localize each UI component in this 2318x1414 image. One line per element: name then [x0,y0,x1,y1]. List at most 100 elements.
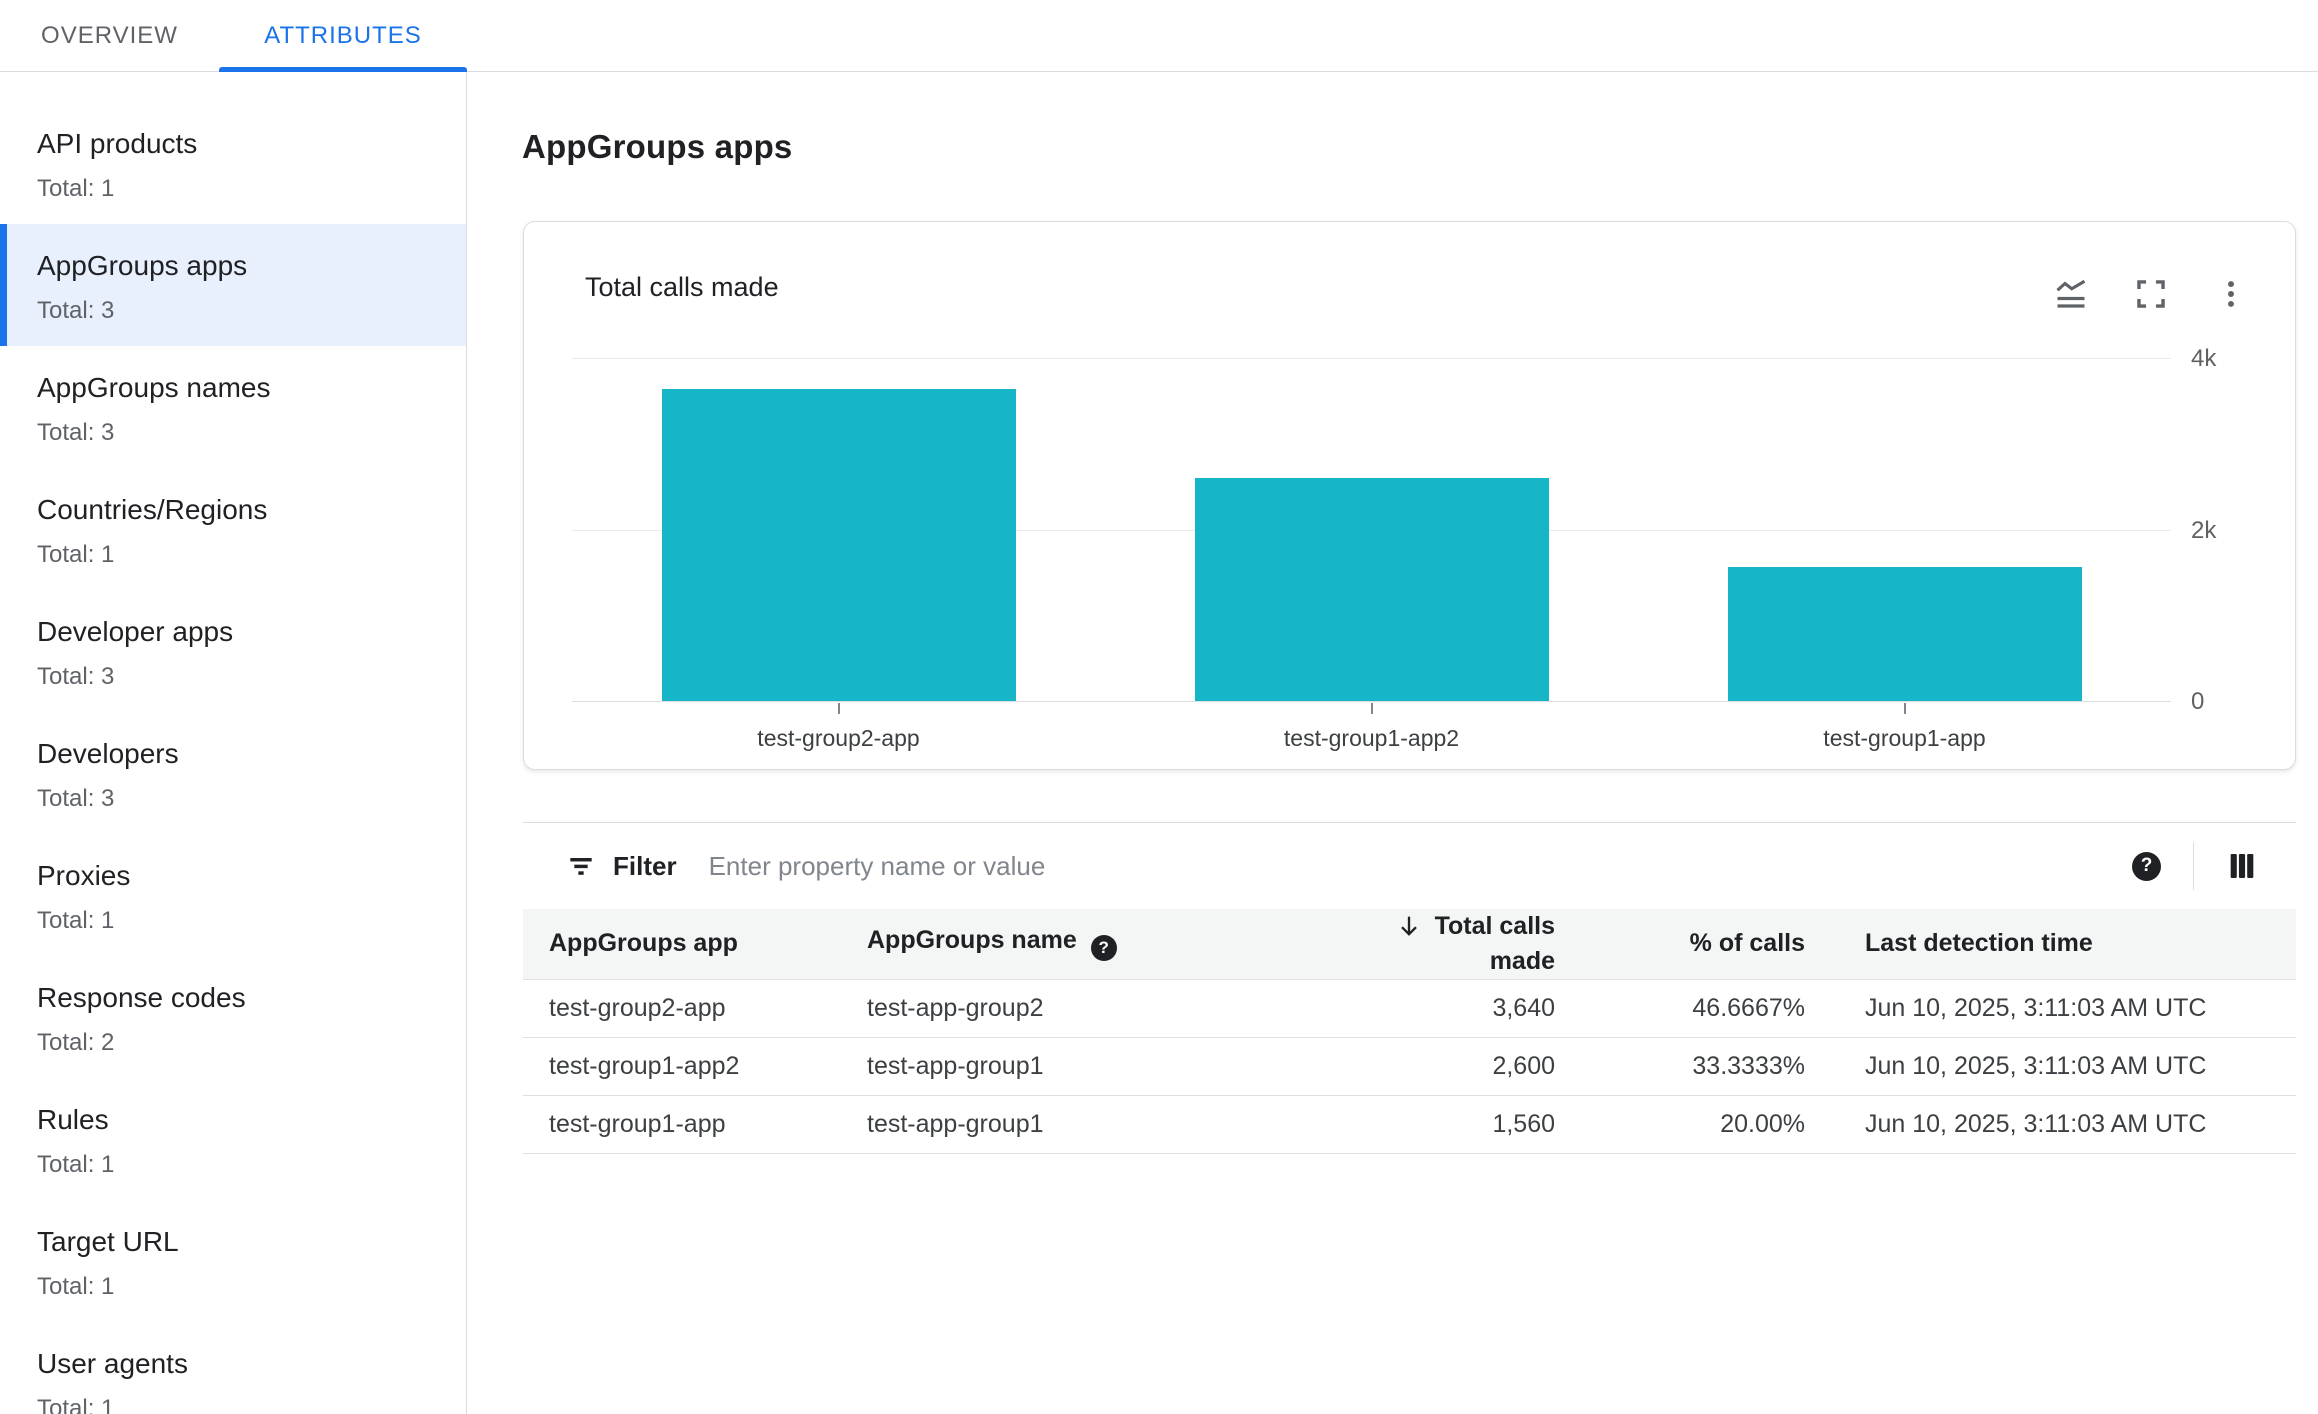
sidebar-item-rules[interactable]: Rules Total: 1 [0,1078,466,1200]
sidebar-item-total: Total: 1 [37,1273,115,1300]
tab-attributes[interactable]: ATTRIBUTES [219,0,467,72]
sidebar-item-proxies[interactable]: Proxies Total: 1 [0,834,466,956]
column-help-icon[interactable]: ? [1090,935,1117,962]
filter-list-icon [570,858,592,875]
col-header-appgroups-app[interactable]: AppGroups app [523,909,867,980]
sidebar-item-countries-regions[interactable]: Countries/Regions Total: 1 [0,468,466,590]
cell-pct: 20.00% [1555,1095,1805,1154]
x-tick [837,703,840,714]
attributes-table-section: Filter ? AppGroups app AppGroups name? [523,822,2296,1154]
sidebar-item-total: Total: 3 [37,785,115,812]
page-title: AppGroups apps [522,128,793,165]
cell-name: test-app-group1 [867,1037,1327,1096]
sidebar-item-label: Response codes [37,982,246,1013]
cell-calls: 1,560 [1327,1095,1555,1154]
x-tick [1370,703,1373,714]
table-row[interactable]: test-group1-app test-app-group1 1,560 20… [523,1095,2296,1154]
bar-slot: test-group1-app2 [1105,358,1638,751]
cell-last: Jun 10, 2025, 3:11:03 AM UTC [1805,979,2296,1038]
bar-slot: test-group2-app [572,358,1105,751]
main-content: AppGroups apps Total calls made [468,72,2318,1414]
sidebar-item-response-codes[interactable]: Response codes Total: 2 [0,956,466,1078]
help-icon[interactable]: ? [2132,851,2161,881]
sidebar-item-label: API products [37,128,198,159]
col-header-pct-of-calls[interactable]: % of calls [1555,909,1805,980]
sidebar-item-total: Total: 1 [37,541,115,568]
sort-desc-arrow-icon [1395,912,1423,947]
bar-test-group2-app[interactable] [661,388,1016,701]
sidebar-item-label: Rules [37,1104,109,1135]
stacked-line-chart-icon[interactable] [2053,276,2089,312]
column-selector-icon[interactable] [2226,850,2258,882]
sidebar-item-total: Total: 1 [37,907,115,934]
x-axis-baseline [572,701,2171,702]
bar-slot: test-group1-app [1638,358,2171,751]
total-calls-chart-card: Total calls made [523,221,2296,770]
tab-overview[interactable]: OVERVIEW [41,21,178,49]
sidebar-item-total: Total: 1 [37,1151,115,1178]
x-axis-label: test-group1-app2 [1283,725,1460,751]
sidebar-item-appgroups-apps[interactable]: AppGroups apps Total: 3 [0,224,466,346]
x-axis-label: test-group1-app [1823,725,1986,751]
sidebar-item-label: Countries/Regions [37,494,268,525]
cell-app: test-group2-app [523,979,867,1038]
bar-chart-plot: test-group2-app test-group1-app2 test-gr… [572,358,2171,751]
col-header-total-calls-made[interactable]: Total calls made [1327,909,1555,980]
sidebar-item-label: Proxies [37,860,131,891]
bar-test-group1-app2[interactable] [1194,478,1549,701]
sidebar-item-target-url[interactable]: Target URL Total: 1 [0,1200,466,1322]
sidebar-item-total: Total: 1 [37,175,115,202]
sidebar-item-label: User agents [37,1348,188,1379]
table-row[interactable]: test-group2-app test-app-group2 3,640 46… [523,979,2296,1038]
toolbar-divider [2193,842,2194,890]
sidebar-item-appgroups-names[interactable]: AppGroups names Total: 3 [0,346,466,468]
gridline-4k [572,358,2171,359]
sidebar-item-api-products[interactable]: API products Total: 1 [0,102,466,224]
sidebar-item-label: AppGroups names [37,372,271,403]
cell-calls: 3,640 [1327,979,1555,1038]
more-vert-icon[interactable] [2213,276,2249,312]
y-axis-tick-4k: 4k [2191,345,2217,372]
filter-label: Filter [613,850,677,881]
cell-name: test-app-group2 [867,979,1327,1038]
cell-app: test-group1-app2 [523,1037,867,1096]
cell-name: test-app-group1 [867,1095,1327,1154]
sidebar-item-label: Developer apps [37,616,234,647]
cell-last: Jun 10, 2025, 3:11:03 AM UTC [1805,1037,2296,1096]
sidebar-item-label: AppGroups apps [37,250,248,281]
table-header-row: AppGroups app AppGroups name? Total call… [523,909,2296,980]
x-tick [1903,703,1906,714]
sidebar-item-total: Total: 3 [37,297,115,324]
sidebar-item-total: Total: 2 [37,1029,115,1056]
top-tab-bar: OVERVIEW ATTRIBUTES [0,0,2318,72]
col-header-label: Total calls made [1434,911,1555,975]
cell-app: test-group1-app [523,1095,867,1154]
cell-pct: 46.6667% [1555,979,1805,1038]
sidebar-item-total: Total: 3 [37,419,115,446]
fullscreen-icon[interactable] [2133,276,2169,312]
sidebar-item-total: Total: 1 [37,1395,115,1414]
cell-calls: 2,600 [1327,1037,1555,1096]
filter-input[interactable] [708,850,2132,882]
bar-slots: test-group2-app test-group1-app2 test-gr… [572,358,2171,751]
sidebar-item-developer-apps[interactable]: Developer apps Total: 3 [0,590,466,712]
appgroups-table: AppGroups app AppGroups name? Total call… [523,909,2296,1154]
sidebar-item-label: Developers [37,738,179,769]
y-axis-tick-0: 0 [2191,688,2205,715]
chart-actions [2053,276,2249,312]
table-row[interactable]: test-group1-app2 test-app-group1 2,600 3… [523,1037,2296,1096]
sidebar-item-label: Target URL [37,1226,179,1257]
cell-pct: 33.3333% [1555,1037,1805,1096]
filter-row: Filter ? [523,823,2296,909]
col-header-last-detection-time[interactable]: Last detection time [1805,909,2296,980]
y-axis-tick-2k: 2k [2191,517,2217,544]
bar-test-group1-app[interactable] [1727,567,2082,701]
col-header-appgroups-name[interactable]: AppGroups name? [867,909,1327,980]
col-header-label: AppGroups name [867,926,1077,955]
sidebar-item-developers[interactable]: Developers Total: 3 [0,712,466,834]
chart-title: Total calls made [585,272,779,302]
sidebar-item-total: Total: 3 [37,663,115,690]
sidebar-item-user-agents[interactable]: User agents Total: 1 [0,1322,466,1414]
cell-last: Jun 10, 2025, 3:11:03 AM UTC [1805,1095,2296,1154]
x-axis-label: test-group2-app [757,725,920,751]
